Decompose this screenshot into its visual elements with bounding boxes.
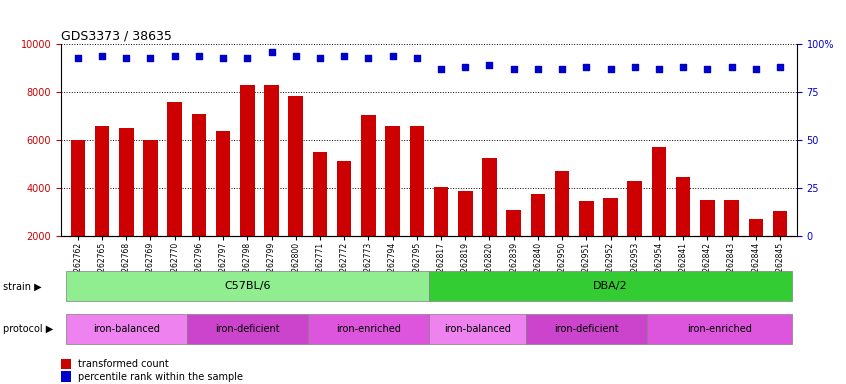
Point [434, 66, 448, 72]
Text: iron-balanced: iron-balanced [444, 324, 511, 334]
Point [676, 64, 689, 70]
Text: iron-deficient: iron-deficient [554, 324, 618, 334]
Bar [187, 314, 308, 344]
Bar [507, 210, 521, 284]
Text: protocol ▶: protocol ▶ [3, 324, 53, 334]
Point [555, 66, 569, 72]
Point [217, 55, 230, 61]
Bar [168, 102, 182, 284]
Bar [192, 114, 206, 284]
Bar [603, 198, 618, 284]
Point [531, 66, 545, 72]
Bar [288, 96, 303, 284]
Bar [772, 211, 788, 284]
Bar [385, 126, 400, 284]
Point [749, 66, 762, 72]
Text: DBA/2: DBA/2 [593, 281, 628, 291]
Point [289, 53, 303, 59]
Point [168, 53, 182, 59]
Point [338, 53, 351, 59]
Point [71, 55, 85, 61]
Point [313, 55, 327, 61]
Point [240, 55, 254, 61]
Bar [308, 314, 429, 344]
Point [652, 66, 666, 72]
Point [483, 62, 497, 68]
Text: C57BL/6: C57BL/6 [224, 281, 271, 291]
Point [580, 64, 593, 70]
Text: iron-deficient: iron-deficient [215, 324, 280, 334]
Bar [628, 181, 642, 284]
Bar [676, 177, 690, 284]
Text: iron-enriched: iron-enriched [687, 324, 752, 334]
Bar [66, 271, 429, 301]
Point [265, 49, 278, 55]
Bar [409, 126, 424, 284]
Bar [724, 200, 739, 284]
Point [700, 66, 714, 72]
Bar [482, 158, 497, 284]
Text: transformed count: transformed count [78, 359, 168, 369]
Point [361, 55, 375, 61]
Bar [429, 271, 792, 301]
Point [459, 64, 472, 70]
Bar [530, 194, 545, 284]
Text: iron-enriched: iron-enriched [336, 324, 401, 334]
Text: iron-balanced: iron-balanced [93, 324, 160, 334]
Bar [700, 200, 715, 284]
Point [96, 53, 109, 59]
Bar [61, 371, 71, 382]
Point [773, 64, 787, 70]
Text: GDS3373 / 38635: GDS3373 / 38635 [61, 30, 172, 43]
Point [507, 66, 520, 72]
Bar [66, 314, 187, 344]
Bar [143, 140, 157, 284]
Bar [651, 147, 666, 284]
Bar [95, 126, 109, 284]
Point [386, 53, 399, 59]
Bar [264, 85, 279, 284]
Bar [361, 115, 376, 284]
Bar [555, 171, 569, 284]
Bar [61, 359, 71, 369]
Bar [749, 219, 763, 284]
Bar [70, 140, 85, 284]
Bar [579, 201, 594, 284]
Bar [434, 187, 448, 284]
Point [604, 66, 618, 72]
Bar [119, 128, 134, 284]
Bar [313, 152, 327, 284]
Bar [216, 131, 230, 284]
Point [410, 55, 424, 61]
Bar [337, 161, 351, 284]
Bar [240, 85, 255, 284]
Point [119, 55, 133, 61]
Bar [458, 190, 473, 284]
Text: percentile rank within the sample: percentile rank within the sample [78, 372, 243, 382]
Point [628, 64, 641, 70]
Bar [647, 314, 792, 344]
Point [144, 55, 157, 61]
Bar [525, 314, 647, 344]
Point [192, 53, 206, 59]
Bar [429, 314, 525, 344]
Text: strain ▶: strain ▶ [3, 281, 42, 291]
Point [725, 64, 739, 70]
